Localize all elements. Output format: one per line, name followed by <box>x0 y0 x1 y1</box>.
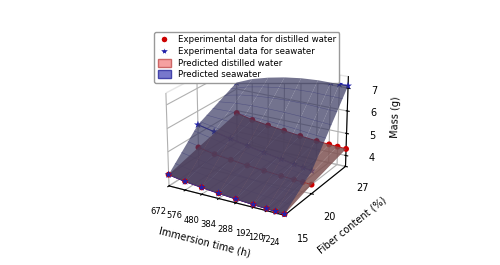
Y-axis label: Fiber content (%): Fiber content (%) <box>316 195 388 256</box>
Legend: Experimental data for distilled water, Experimental data for seawater, Predicted: Experimental data for distilled water, E… <box>154 32 340 83</box>
X-axis label: Immersion time (h): Immersion time (h) <box>158 226 252 258</box>
